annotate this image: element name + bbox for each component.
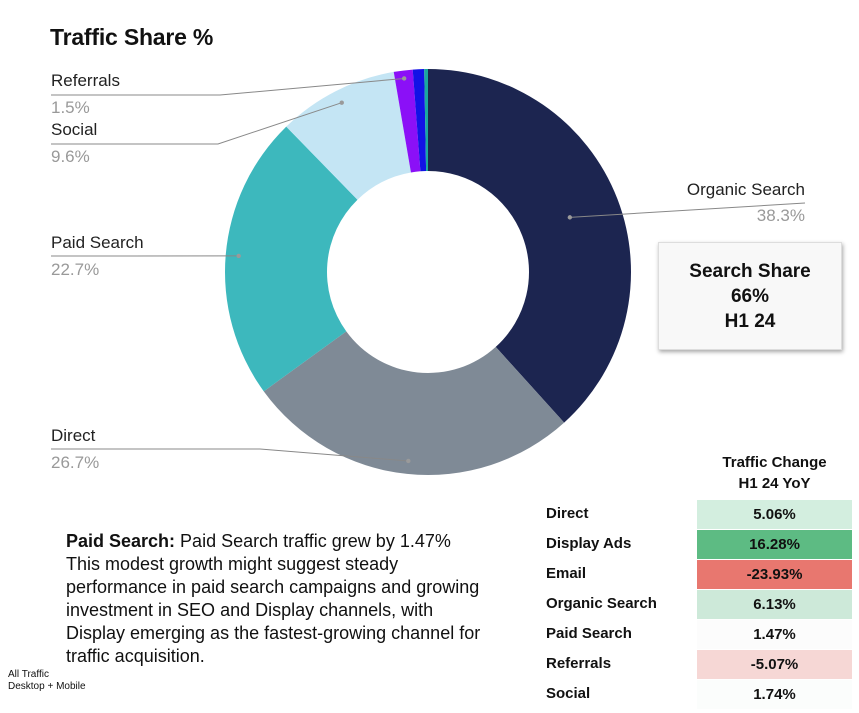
slice-value-social: 9.6%	[51, 147, 90, 166]
footnote-devices: Desktop + Mobile	[8, 681, 86, 692]
footnote-scope: All Traffic	[8, 669, 49, 680]
leader-dot	[339, 100, 344, 105]
table-row: Email -23.93%	[540, 559, 852, 589]
table-row: Paid Search 1.47%	[540, 619, 852, 649]
row-channel: Social	[546, 685, 591, 702]
table-row: Organic Search 6.13%	[540, 589, 852, 619]
slice-direct	[263, 331, 565, 475]
row-channel: Direct	[546, 505, 589, 522]
leader-dot	[567, 215, 573, 220]
traffic-change-table: Direct 5.06% Display Ads 16.28% Email -2…	[540, 499, 852, 709]
search-share-callout: Search Share 66% H1 24	[658, 242, 842, 350]
slice-label-social: Social	[51, 120, 98, 139]
slice-label-paid-search: Paid Search	[51, 233, 144, 252]
traffic-change-header: Traffic Change H1 24 YoY	[697, 452, 852, 494]
leader-dot	[401, 76, 407, 81]
row-change: 1.47%	[697, 620, 852, 649]
row-change: -23.93%	[697, 560, 852, 589]
paid-search-commentary: Paid Search: Paid Search traffic grew by…	[66, 530, 484, 668]
row-channel: Display Ads	[546, 535, 632, 552]
slice-social	[286, 71, 411, 200]
callout-period: H1 24	[724, 310, 776, 332]
leader-dot	[406, 458, 411, 464]
leader-dot	[236, 253, 241, 259]
row-channel: Email	[546, 565, 587, 582]
slice-display-ads	[412, 69, 427, 172]
callout-title: Search Share	[689, 260, 811, 282]
leader-line	[51, 102, 342, 145]
chart-title: Traffic Share %	[50, 24, 214, 50]
row-change: 6.13%	[697, 590, 852, 619]
row-change: 1.74%	[697, 680, 852, 709]
leader-line	[569, 202, 806, 218]
table-row: Display Ads 16.28%	[540, 529, 852, 559]
slice-paid-search	[225, 126, 358, 392]
slice-email	[424, 69, 428, 172]
table-row: Direct 5.06%	[540, 499, 852, 529]
row-change: -5.07%	[697, 650, 852, 679]
slice-label-organic-search: Organic Search	[686, 180, 805, 199]
slice-label-direct: Direct	[51, 426, 96, 445]
slice-referrals	[393, 69, 421, 173]
table-row: Referrals -5.07%	[540, 649, 852, 679]
slice-value-referrals: 1.5%	[51, 98, 90, 117]
traffic-change-header-period: H1 24 YoY	[738, 475, 811, 492]
slice-value-direct: 26.7%	[51, 453, 100, 472]
row-change: 5.06%	[697, 500, 852, 529]
leader-line	[51, 448, 409, 462]
commentary-text: Paid Search traffic grew by 1.47% This m…	[66, 531, 481, 666]
slice-value-organic-search: 38.3%	[756, 206, 805, 225]
footnote: All Traffic Desktop + Mobile	[8, 669, 86, 693]
row-channel: Organic Search	[546, 595, 657, 612]
commentary-heading: Paid Search:	[66, 531, 176, 551]
leader-line	[51, 77, 405, 96]
slice-label-referrals: Referrals	[51, 71, 120, 90]
row-channel: Paid Search	[546, 625, 632, 642]
slice-value-paid-search: 22.7%	[51, 260, 100, 279]
traffic-change-header-title: Traffic Change	[722, 454, 827, 471]
callout-value: 66%	[730, 285, 770, 307]
row-change: 16.28%	[697, 530, 852, 559]
table-row: Social 1.74%	[540, 679, 852, 709]
row-channel: Referrals	[546, 655, 612, 672]
slice-organic-search	[428, 69, 631, 423]
